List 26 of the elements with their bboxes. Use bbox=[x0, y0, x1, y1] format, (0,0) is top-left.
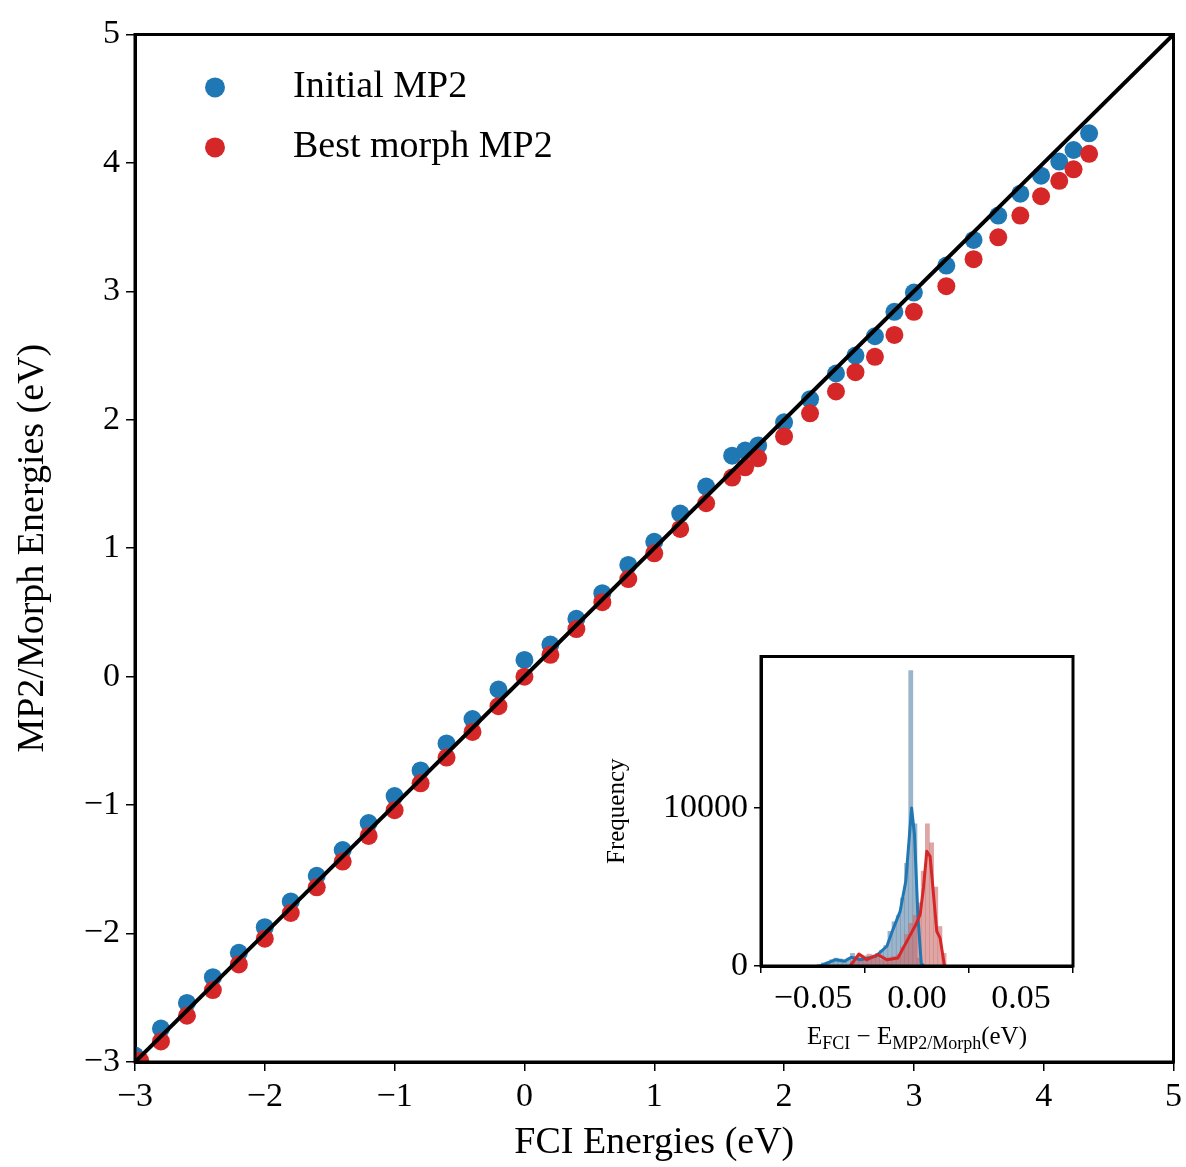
x-tick-label: 5 bbox=[1165, 1076, 1182, 1114]
x-tick-label: −2 bbox=[246, 1076, 283, 1114]
y-tick-label: 1 bbox=[103, 527, 120, 565]
y-tick-label: 5 bbox=[103, 13, 120, 51]
y-axis-title: MP2/Morph Energies (eV) bbox=[8, 343, 52, 753]
y-tick-label: −3 bbox=[83, 1040, 120, 1078]
x-tick-label: 2 bbox=[775, 1076, 793, 1114]
x-tick-label: −1 bbox=[376, 1076, 413, 1114]
y-tick-label: −2 bbox=[83, 912, 120, 950]
y-tick-label: 0 bbox=[103, 655, 120, 693]
x-tick-label: −0.05 bbox=[773, 978, 853, 1016]
x-tick-label: 0.00 bbox=[887, 978, 947, 1016]
legend-label: Initial MP2 bbox=[293, 63, 468, 106]
y-tick-label: −1 bbox=[83, 784, 120, 822]
x-tick-label: 0 bbox=[515, 1076, 533, 1114]
x-tick-label: 1 bbox=[645, 1076, 663, 1114]
legend-label: Best morph MP2 bbox=[293, 123, 553, 166]
y-tick-label: 3 bbox=[103, 270, 120, 308]
x-axis-title: FCI Energies (eV) bbox=[514, 1119, 795, 1163]
y-tick-label: 4 bbox=[103, 141, 120, 179]
x-tick-label: 0.05 bbox=[991, 978, 1051, 1016]
x-tick-label: 3 bbox=[905, 1076, 923, 1114]
y-tick-label: 10000 bbox=[663, 786, 748, 824]
x-tick-label: 4 bbox=[1035, 1076, 1053, 1114]
y-tick-label: 2 bbox=[103, 398, 120, 436]
y-axis-title: Frequency bbox=[601, 757, 629, 864]
